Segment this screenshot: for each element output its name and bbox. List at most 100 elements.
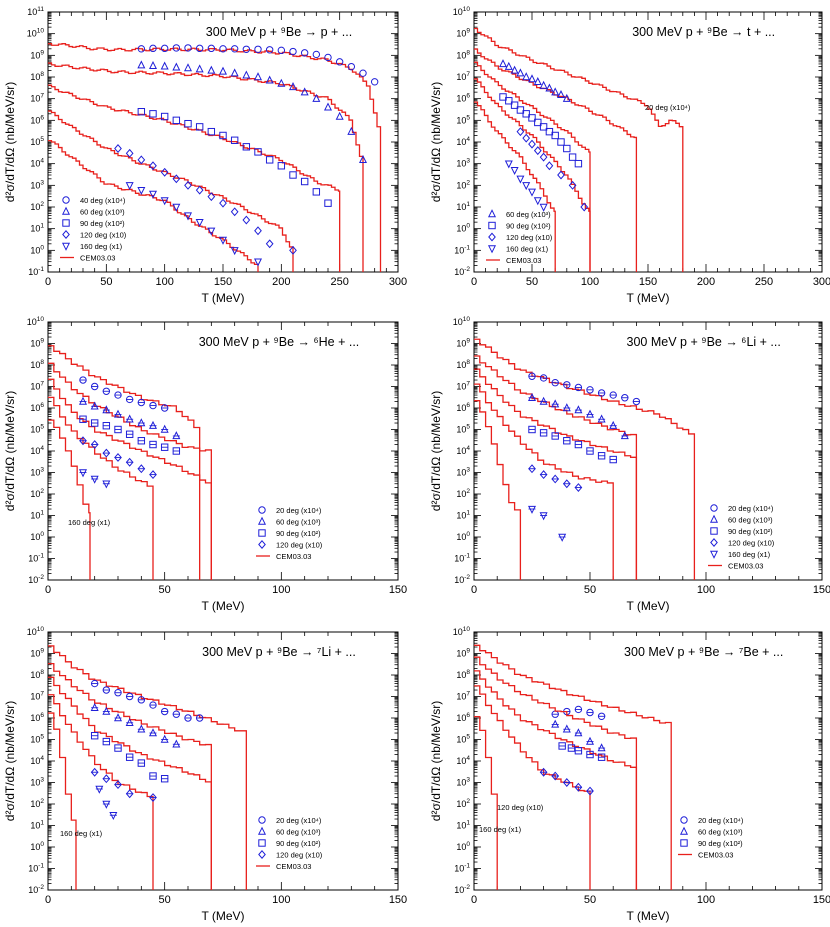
data-point	[551, 474, 560, 484]
data-point	[148, 190, 158, 199]
data-point	[137, 155, 146, 165]
y-tick-label: 10-2	[454, 574, 470, 585]
model-curve-90-deg	[48, 676, 212, 890]
data-point	[95, 785, 104, 794]
data-point	[102, 448, 111, 458]
data-point	[586, 750, 594, 759]
model-curve-160-deg	[474, 716, 498, 890]
y-tick-label: 103	[456, 158, 470, 169]
model-curve-120-deg	[48, 694, 154, 890]
data-point	[125, 182, 134, 191]
data-point	[90, 382, 99, 391]
legend-label: CEM03.03	[276, 552, 311, 561]
data-point	[102, 405, 111, 414]
model-curve-60-deg	[48, 62, 364, 272]
data-point	[528, 114, 536, 122]
data-point	[90, 419, 99, 427]
curve-annotation: 160 deg (x1)	[60, 829, 103, 838]
x-tick-label: 250	[755, 276, 773, 288]
y-tick-label: 105	[456, 114, 470, 125]
model-curve-160-deg	[48, 712, 77, 890]
data-point	[114, 391, 122, 399]
data-point	[558, 742, 566, 750]
x-tick-label: 50	[584, 894, 596, 906]
y-tick-label: 104	[30, 445, 44, 456]
data-point	[522, 182, 531, 191]
y-axis-label: d²σ/dT/dΩ (nb/MeV/sr)	[3, 82, 17, 202]
data-point	[219, 198, 227, 208]
plot-area	[48, 43, 382, 272]
data-point	[137, 45, 146, 53]
data-point	[160, 734, 169, 743]
data-point	[148, 420, 158, 429]
legend-label: 120 deg (x10)	[276, 851, 323, 860]
x-tick-label: 200	[697, 276, 715, 288]
x-tick-label: 150	[389, 584, 407, 596]
data-point	[218, 236, 228, 245]
data-point	[533, 76, 542, 86]
data-point	[498, 59, 508, 68]
x-tick-label: 50	[584, 584, 596, 596]
data-point	[90, 679, 99, 688]
data-point	[102, 480, 111, 489]
legend-marker	[680, 816, 688, 824]
data-point	[527, 188, 537, 197]
x-axis-label: T (MeV)	[201, 909, 244, 923]
legend-label: CEM03.03	[506, 256, 541, 265]
data-point	[533, 197, 542, 206]
data-point	[102, 737, 111, 746]
data-point	[160, 775, 169, 783]
x-tick-label: 50	[159, 584, 171, 596]
y-tick-label: 10-1	[454, 244, 470, 255]
data-point	[149, 44, 157, 53]
y-tick-label: 109	[456, 648, 470, 659]
legend-label: 60 deg (x10³)	[698, 828, 743, 837]
legend-marker	[61, 242, 71, 251]
y-tick-label: 104	[456, 755, 470, 766]
data-point	[195, 44, 204, 53]
panel-6: 10-2 10-1 100 101 102 103 104 105 106 107 108 109 10…	[429, 626, 830, 923]
data-point	[102, 422, 111, 430]
legend-label: CEM03.03	[698, 851, 733, 860]
legend-label: 120 deg (x10)	[728, 539, 775, 548]
data-point	[505, 97, 513, 105]
data-point	[90, 702, 99, 711]
data-point	[137, 759, 146, 767]
data-point	[539, 429, 548, 437]
legend-marker	[258, 506, 266, 514]
legend-label: 120 deg (x10)	[80, 231, 127, 240]
data-point	[137, 696, 146, 704]
data-point	[113, 713, 123, 722]
legend-label: 90 deg (x10²)	[276, 529, 321, 538]
data-point	[358, 155, 368, 164]
data-point	[562, 778, 571, 787]
y-tick-label: 10-1	[454, 553, 470, 564]
data-point	[620, 431, 629, 440]
data-point	[510, 65, 519, 74]
data-point	[160, 707, 169, 716]
data-point	[499, 93, 507, 101]
legend-marker	[488, 232, 496, 242]
plot-area	[474, 338, 696, 580]
data-point	[574, 705, 583, 714]
data-point	[551, 771, 560, 781]
y-tick-label: 100	[30, 531, 44, 542]
y-tick-label: 101	[456, 201, 470, 212]
x-tick-label: 150	[214, 276, 232, 288]
data-point	[323, 102, 333, 111]
data-point	[230, 207, 239, 217]
data-point	[90, 475, 99, 484]
data-point	[539, 767, 548, 777]
data-point	[219, 45, 227, 53]
data-point	[265, 75, 274, 84]
y-tick-label: 107	[456, 691, 470, 702]
y-tick-label: 109	[30, 648, 44, 659]
data-point	[230, 247, 239, 256]
data-point	[312, 93, 321, 102]
x-tick-label: 100	[272, 584, 290, 596]
data-point	[265, 46, 274, 54]
y-tick-label: 106	[30, 402, 44, 413]
data-point	[539, 512, 548, 521]
data-point	[289, 171, 297, 179]
data-point	[609, 420, 618, 429]
